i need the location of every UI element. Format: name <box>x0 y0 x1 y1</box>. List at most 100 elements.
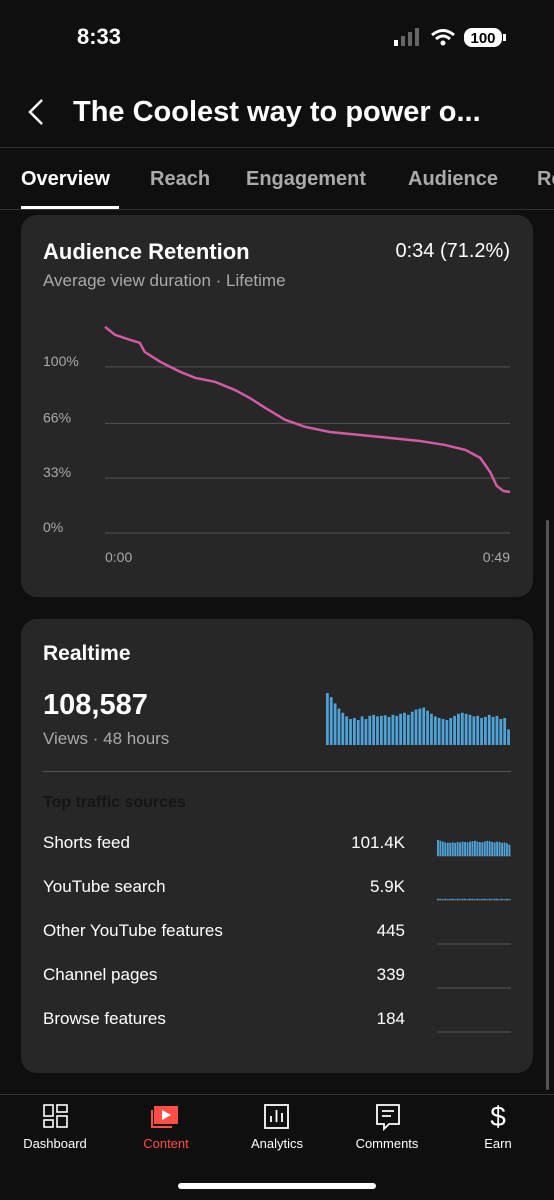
card-title: Audience Retention <box>43 239 250 264</box>
spark-bar <box>446 899 449 900</box>
spark-bar <box>454 899 457 900</box>
source-value: 184 <box>376 1009 405 1028</box>
bar <box>329 697 333 745</box>
source-value: 339 <box>376 965 405 984</box>
retention-card[interactable]: Audience Retention 0:34 (71.2%) Average … <box>21 215 533 597</box>
spark-bar <box>444 842 447 856</box>
y-tick-label: 33% <box>43 464 71 480</box>
source-value: 445 <box>376 921 405 940</box>
tab[interactable]: Overview <box>21 168 110 190</box>
spark-bar <box>464 842 466 856</box>
bar <box>387 716 391 745</box>
status-icons: 100 <box>394 28 506 47</box>
spark-bar <box>478 842 481 856</box>
bar <box>341 712 345 745</box>
bar <box>360 716 364 745</box>
realtime-card[interactable]: Realtime 108,587 Views · 48 hours Top tr… <box>21 619 533 1073</box>
spark-bar <box>446 842 449 856</box>
spark-bar <box>466 842 469 856</box>
spark-bar <box>478 899 481 900</box>
y-tick-label: 66% <box>43 409 71 425</box>
bar <box>395 715 399 745</box>
bar <box>426 710 429 745</box>
scrollbar <box>546 520 549 1090</box>
tab-indicator <box>21 206 119 209</box>
nav-item[interactable]: Analytics <box>250 1136 304 1151</box>
spark-bar <box>456 842 459 856</box>
bar <box>379 715 383 745</box>
spark-bar <box>441 899 444 900</box>
spark-bar <box>483 898 486 900</box>
source-value: 101.4K <box>351 833 405 852</box>
spark-bar <box>459 899 462 900</box>
bar <box>499 719 503 745</box>
spark-bar <box>476 841 479 856</box>
spark-bar <box>501 898 503 900</box>
spark-bar <box>483 841 486 856</box>
x-tick-label: 0:49 <box>483 549 510 565</box>
spark-bar <box>439 898 442 900</box>
spark-bar <box>461 898 464 900</box>
spark-bar <box>493 842 496 856</box>
realtime-chart <box>326 693 511 1033</box>
spark-bar <box>466 899 469 900</box>
spark-bar <box>459 842 462 856</box>
x-tick-label: 0:00 <box>105 549 132 565</box>
spark-bar <box>486 899 489 900</box>
bar <box>491 716 495 745</box>
bar <box>368 715 372 745</box>
nav-item[interactable]: Dashboard <box>23 1136 87 1151</box>
retention-summary: 0:34 (71.2%) <box>395 240 510 262</box>
views-count: 108,587 <box>43 689 148 721</box>
spark-bar <box>506 843 508 856</box>
views-subtitle: Views · 48 hours <box>43 729 170 748</box>
back-button[interactable] <box>26 98 46 128</box>
spark-bar <box>481 898 484 900</box>
spark-bar <box>486 840 489 856</box>
spark-bar <box>488 898 491 900</box>
tab[interactable]: Audience <box>408 168 499 190</box>
bar <box>484 716 487 745</box>
spark-bar <box>449 842 452 856</box>
bar <box>356 720 360 745</box>
y-tick-label: 0% <box>43 519 63 535</box>
retention-line <box>104 325 511 494</box>
bar <box>333 703 337 745</box>
spark-bar <box>444 898 447 900</box>
spark-bar <box>464 898 466 900</box>
tab[interactable]: Engagement <box>246 168 367 190</box>
spark-bar <box>449 898 452 900</box>
tab[interactable]: Re <box>537 168 554 190</box>
bar <box>391 714 395 745</box>
bar <box>460 712 464 745</box>
spark-bar <box>488 841 491 856</box>
divider <box>0 1094 554 1095</box>
bar <box>410 711 414 745</box>
tab[interactable]: Reach <box>150 168 211 190</box>
bar <box>383 715 387 745</box>
spark-bar <box>474 840 476 856</box>
spark-bar <box>496 841 499 856</box>
section-title: Top traffic sources <box>43 794 186 811</box>
nav-item[interactable]: Earn <box>484 1136 512 1151</box>
bar <box>503 717 507 745</box>
nav-item[interactable]: Content <box>143 1136 189 1151</box>
spark-bar <box>437 840 439 856</box>
source-label: YouTube search <box>43 877 166 896</box>
spark-bar <box>498 899 501 900</box>
spark-bar <box>461 841 464 856</box>
spark-bar <box>476 898 479 900</box>
nav-item[interactable]: Comments <box>355 1136 419 1151</box>
bar <box>453 715 456 745</box>
bar <box>445 720 449 745</box>
spark-bar <box>508 899 511 900</box>
spark-bar <box>439 840 442 856</box>
bar <box>437 717 441 745</box>
spark-bar <box>496 898 499 900</box>
bar <box>449 717 453 745</box>
spark-bar <box>437 898 439 900</box>
spark-bar <box>471 898 474 900</box>
bar <box>468 714 472 745</box>
bar <box>364 719 368 745</box>
